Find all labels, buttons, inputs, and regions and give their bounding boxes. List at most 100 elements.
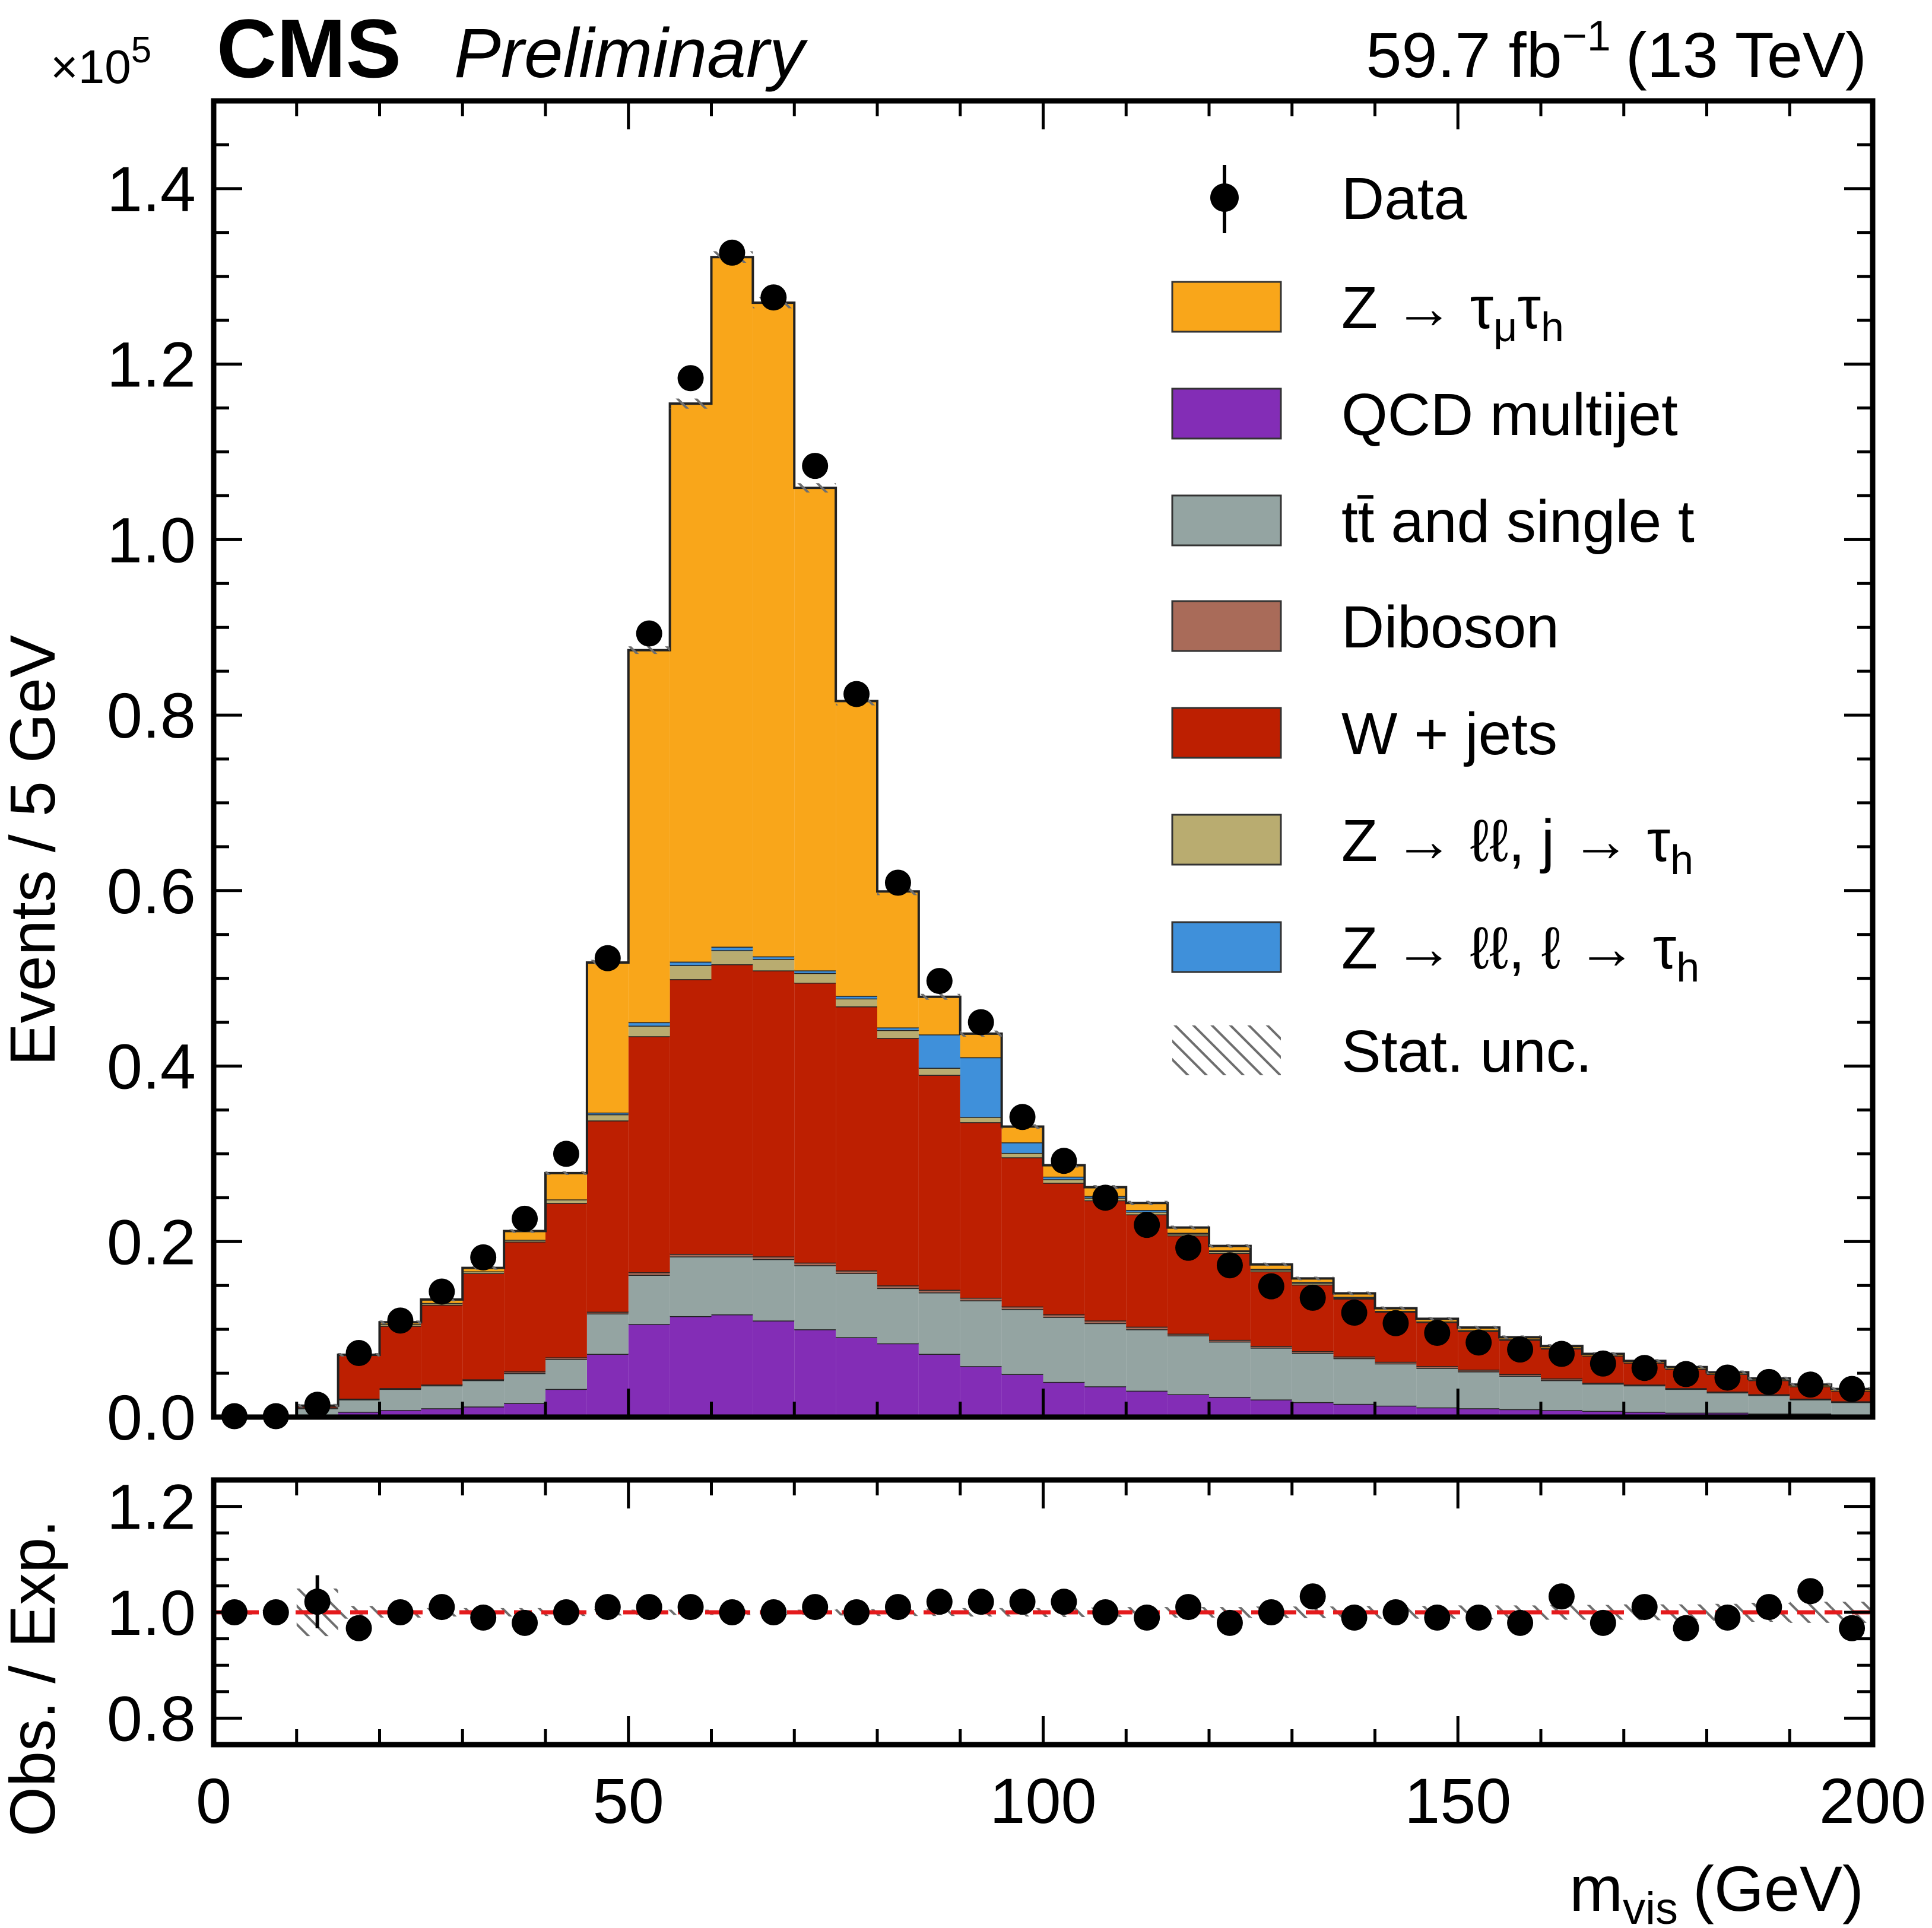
stat-unc-30 <box>1458 1326 1500 1330</box>
main-stack-group <box>214 256 1873 1417</box>
legend-hatch-swatch <box>1172 1025 1281 1075</box>
data-point-21 <box>1092 1184 1119 1211</box>
bar-ttbar-39 <box>1831 1402 1873 1415</box>
ytick-label-0: 0.0 <box>107 1381 196 1453</box>
bar-qcd-19 <box>1001 1374 1043 1417</box>
stat-unc-17 <box>918 993 960 1000</box>
data-point-2 <box>304 1392 331 1418</box>
data-point-36 <box>1714 1364 1741 1391</box>
bar-ttbar-13 <box>753 1259 795 1321</box>
data-point-18 <box>967 1009 994 1036</box>
bar-ttbar-29 <box>1416 1368 1458 1408</box>
bar-wjets-7 <box>504 1241 545 1372</box>
ratio-point-10 <box>636 1594 662 1621</box>
bar-zll_ltau-11 <box>670 961 712 965</box>
data-point-20 <box>1051 1148 1077 1174</box>
bar-ztautau-9 <box>586 963 629 1113</box>
ratio-point-38 <box>1797 1578 1824 1605</box>
bar-ztautau-17 <box>918 996 960 1035</box>
legend-label-main-7: Z → ℓℓ, ℓ → τ <box>1341 915 1676 982</box>
ytick-label-7: 1.4 <box>107 153 196 225</box>
bar-diboson-22 <box>1126 1326 1168 1330</box>
bar-ttbar-30 <box>1458 1371 1500 1409</box>
stack-qcd <box>296 1313 1873 1417</box>
ratio-point-3 <box>345 1615 372 1641</box>
cms-label: CMS <box>217 2 401 95</box>
ytick-label-6: 1.2 <box>107 329 196 401</box>
ratio-point-23 <box>1175 1594 1202 1621</box>
stat-unc-23 <box>1168 1225 1209 1230</box>
lumi-energy: (13 TeV) <box>1626 19 1867 91</box>
bar-wjets-4 <box>379 1326 421 1389</box>
legend-data-marker <box>1210 183 1239 212</box>
bar-ttbar-10 <box>628 1275 670 1324</box>
bar-ztautau-10 <box>628 650 670 1022</box>
ratio-point-24 <box>1216 1609 1243 1636</box>
legend-item-1: Z → τμτh <box>1171 275 1564 350</box>
bar-ttbar-6 <box>462 1380 505 1407</box>
ratio-ytick-label-2: 1.2 <box>107 1471 196 1543</box>
legend-swatch-5 <box>1171 707 1282 759</box>
bar-qcd-12 <box>711 1314 753 1417</box>
data-point-11 <box>677 365 704 392</box>
exponent-power: 5 <box>131 30 151 71</box>
bar-qcd-9 <box>586 1354 629 1417</box>
bar-wjets-14 <box>794 983 836 1263</box>
bar-wjets-13 <box>753 970 795 1257</box>
data-point-34 <box>1631 1355 1658 1381</box>
bar-qcd-33 <box>1582 1411 1624 1417</box>
bar-wjets-21 <box>1084 1200 1127 1321</box>
ratio-point-37 <box>1756 1594 1782 1621</box>
stack-ttbar <box>296 1255 1873 1416</box>
legend-label-3: tt̄ and single t <box>1341 488 1695 555</box>
bar-ztautau-7 <box>504 1231 545 1240</box>
xtick-label-3: 150 <box>1404 1765 1511 1837</box>
legend-label-main-5: W + jets <box>1341 701 1557 767</box>
bar-zll_ltau-10 <box>628 1022 670 1026</box>
data-point-12 <box>719 239 745 266</box>
legend-label-mid-1: τ <box>1518 275 1541 341</box>
bar-qcd-11 <box>670 1316 712 1417</box>
bar-qcd-28 <box>1375 1405 1417 1417</box>
bar-wjets-8 <box>545 1203 587 1358</box>
bar-wjets-11 <box>670 979 712 1254</box>
data-point-28 <box>1382 1310 1409 1336</box>
legend-item-6: Z → ℓℓ, j → τh <box>1171 808 1693 883</box>
bar-zll_ltau-12 <box>711 946 753 951</box>
legend-label-0: Data <box>1341 166 1467 232</box>
bar-wjets-17 <box>918 1075 960 1290</box>
bar-qcd-22 <box>1126 1390 1168 1417</box>
bar-ztautau-22 <box>1126 1203 1168 1211</box>
stat-unc-8 <box>545 1171 587 1175</box>
main-ytick-labels: 0.0 0.2 0.4 0.6 0.8 1.0 1.2 1.4 <box>107 153 196 1453</box>
bar-qcd-23 <box>1168 1394 1209 1417</box>
bar-ttbar-24 <box>1209 1341 1251 1397</box>
legend-item-5: W + jets <box>1171 701 1557 767</box>
x-axis-title-sub: vis <box>1623 1883 1678 1928</box>
bar-diboson-11 <box>670 1253 712 1257</box>
bar-ztautau-8 <box>545 1173 587 1200</box>
legend-item-2: QCD multijet <box>1171 382 1678 448</box>
bar-qcd-13 <box>753 1320 795 1417</box>
stack-zll_ltau <box>586 945 1375 1298</box>
bar-ttbar-7 <box>504 1373 545 1403</box>
bar-qcd-16 <box>877 1343 919 1417</box>
ratio-point-1 <box>262 1599 289 1625</box>
bar-diboson-15 <box>836 1270 877 1273</box>
legend-label-main-1: Z → τ <box>1341 275 1493 341</box>
bar-wjets-20 <box>1043 1183 1085 1314</box>
bar-diboson-10 <box>628 1272 670 1275</box>
bar-zll_jtau-14 <box>794 973 836 983</box>
data-point-31 <box>1507 1336 1534 1363</box>
ratio-point-13 <box>760 1599 787 1625</box>
bar-ttbar-20 <box>1043 1317 1085 1382</box>
stat-unc-28 <box>1375 1306 1417 1310</box>
bar-wjets-10 <box>628 1036 670 1273</box>
bar-zll_ltau-18 <box>960 1057 1002 1117</box>
bar-ztautau-18 <box>960 1033 1002 1057</box>
stat-unc-25 <box>1250 1262 1292 1266</box>
bar-zll_jtau-10 <box>628 1025 670 1037</box>
legend-swatch-7 <box>1171 921 1282 973</box>
data-point-32 <box>1548 1341 1575 1367</box>
xtick-label-2: 100 <box>989 1765 1096 1837</box>
